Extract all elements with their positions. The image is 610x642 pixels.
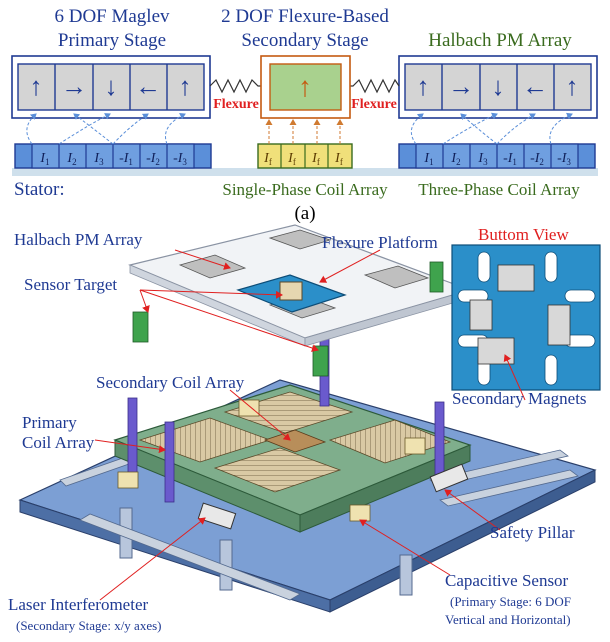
label-primary-coil-array-2: Coil Array bbox=[22, 433, 95, 452]
coil-label: If bbox=[334, 151, 343, 167]
flexure-label-right: Flexure bbox=[351, 97, 397, 112]
secondary-coil-array: If If If If bbox=[257, 143, 353, 169]
single-phase-label: Single-Phase Coil Array bbox=[222, 180, 388, 199]
left-magnet-array: ↑ → ↓ ← ↑ bbox=[17, 63, 205, 111]
secondary-magnet-block bbox=[477, 337, 515, 365]
coil-label: I2 bbox=[66, 151, 76, 167]
sensor-target-plate bbox=[312, 345, 329, 377]
pm-array bbox=[178, 254, 247, 279]
magnet-arrow: ↓ bbox=[492, 72, 505, 101]
magnet-arrow: ← bbox=[135, 72, 161, 101]
left-primary-coil-array: I1 I2 I3 -I1 -I2 -I3 bbox=[14, 143, 212, 169]
schematic: 6 DOF Maglev Primary Stage 2 DOF Flexure… bbox=[11, 6, 598, 224]
coil-label: I3 bbox=[477, 151, 488, 167]
label-safety-pillar: Safety Pillar bbox=[490, 523, 575, 542]
label-bottom-view: Buttom View bbox=[478, 225, 569, 244]
label-capacitive-note-2: Vertical and Horizontal) bbox=[445, 612, 571, 627]
coil-label: If bbox=[287, 151, 296, 167]
coil-label: I2 bbox=[450, 151, 460, 167]
secondary-magnet-arrow: ↑ bbox=[298, 72, 312, 103]
coil-label: I3 bbox=[93, 151, 104, 167]
label-flexure-platform: Flexure Platform bbox=[322, 233, 438, 252]
laser-interferometer bbox=[429, 463, 469, 493]
center-block bbox=[279, 281, 303, 301]
coil-label: -I3 bbox=[557, 151, 571, 167]
label-capacitive-sensor: Capacitive Sensor bbox=[445, 571, 569, 590]
coil-label: -I3 bbox=[173, 151, 187, 167]
primary-title-line2: Primary Stage bbox=[58, 30, 166, 51]
label-primary-coil-array-1: Primary bbox=[22, 413, 77, 432]
pm-array bbox=[268, 229, 332, 250]
right-primary-coil-array: I1 I2 I3 -I1 -I2 -I3 bbox=[398, 143, 596, 169]
halbach-title: Halbach PM Array bbox=[428, 30, 572, 51]
base-plate-edge-right bbox=[329, 469, 596, 613]
sensor-target-plate bbox=[429, 261, 444, 293]
secondary-force-arrows bbox=[265, 119, 344, 144]
flexure-spring-right bbox=[350, 78, 400, 94]
pm-array bbox=[363, 265, 430, 289]
capacitive-sensor-block bbox=[117, 471, 139, 489]
bottom-view-inset bbox=[451, 244, 601, 391]
magnet-arrow: ↑ bbox=[566, 72, 579, 101]
model-illustration: Halbach PM Array Flexure Platform Buttom… bbox=[8, 224, 601, 633]
secondary-magnet-block bbox=[469, 299, 493, 331]
coil-frame-side-right bbox=[299, 444, 471, 533]
support-leg bbox=[399, 554, 413, 596]
coil-label: If bbox=[263, 151, 272, 167]
three-phase-label: Three-Phase Coil Array bbox=[418, 180, 580, 199]
right-force-arcs bbox=[410, 112, 573, 145]
magnet-arrow: → bbox=[448, 72, 474, 101]
secondary-magnet bbox=[269, 63, 342, 111]
magnet-arrow: ↑ bbox=[179, 72, 192, 101]
laser-interferometer bbox=[197, 502, 237, 530]
coil-label: -I2 bbox=[530, 151, 544, 167]
label-laser-note: (Secondary Stage: x/y axes) bbox=[16, 618, 161, 633]
magnet-arrow: → bbox=[61, 72, 87, 101]
sensor-target-plate bbox=[132, 311, 149, 343]
safety-pillar bbox=[434, 401, 445, 483]
primary-coil-block bbox=[328, 419, 452, 464]
flexure-spring-left bbox=[209, 78, 261, 94]
secondary-magnet-block bbox=[547, 304, 571, 346]
label-sensor-target: Sensor Target bbox=[24, 275, 117, 294]
safety-pillar bbox=[127, 397, 138, 479]
label-capacitive-note-1: (Primary Stage: 6 DOF bbox=[450, 594, 571, 609]
coil-label: -I1 bbox=[119, 151, 133, 167]
secondary-title-line2: Secondary Stage bbox=[241, 30, 368, 51]
label-halbach-pm-array: Halbach PM Array bbox=[14, 230, 143, 249]
coil-label: -I2 bbox=[146, 151, 160, 167]
coil-label: If bbox=[311, 151, 320, 167]
magnet-arrow: ↑ bbox=[30, 72, 43, 101]
subfigure-label: (a) bbox=[294, 203, 315, 224]
magnet-arrow: ← bbox=[522, 72, 548, 101]
primary-title-line1: 6 DOF Maglev bbox=[54, 6, 170, 27]
primary-coil-block bbox=[213, 447, 342, 493]
capacitive-sensor-block bbox=[238, 399, 260, 417]
guide-rail bbox=[79, 513, 301, 601]
stator-base bbox=[12, 168, 598, 176]
magnet-arrow: ↑ bbox=[417, 72, 430, 101]
label-secondary-coil-array: Secondary Coil Array bbox=[96, 373, 245, 392]
magnet-arrow: ↓ bbox=[105, 72, 118, 101]
coil-label: -I1 bbox=[503, 151, 517, 167]
safety-pillar bbox=[164, 421, 175, 503]
secondary-title-line1: 2 DOF Flexure-Based bbox=[221, 6, 389, 27]
left-force-arcs bbox=[26, 113, 186, 145]
coil-label: I1 bbox=[423, 151, 433, 167]
guide-rail bbox=[439, 469, 579, 507]
coil-label: I1 bbox=[39, 151, 49, 167]
secondary-magnet-block bbox=[497, 264, 535, 292]
capacitive-sensor-block bbox=[404, 437, 426, 455]
stator-label: Stator: bbox=[14, 179, 65, 200]
flexure-label-left: Flexure bbox=[213, 97, 259, 112]
callout-lines bbox=[94, 249, 526, 601]
label-laser-interferometer: Laser Interferometer bbox=[8, 595, 148, 614]
right-magnet-array: ↑ → ↓ ← ↑ bbox=[404, 63, 592, 111]
label-secondary-magnets: Secondary Magnets bbox=[452, 389, 587, 408]
capacitive-sensor-block bbox=[349, 504, 371, 522]
